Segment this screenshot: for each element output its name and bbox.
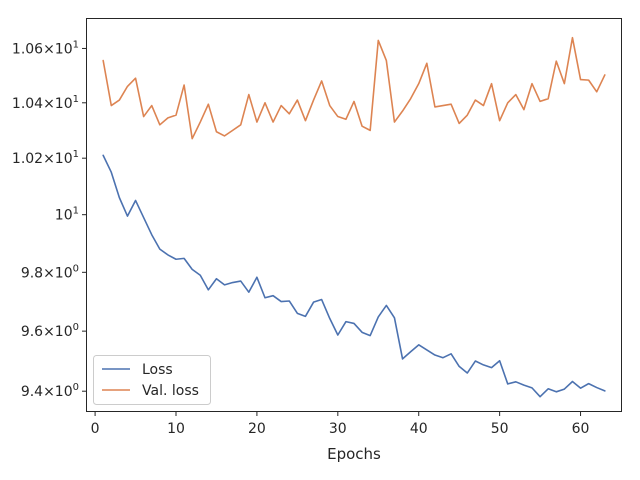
x-axis: 0 10 20 30 40 50 60 bbox=[91, 411, 590, 437]
y-tick-label: 101 bbox=[55, 206, 79, 224]
x-tick-label: 30 bbox=[329, 421, 347, 437]
x-tick-label: 10 bbox=[167, 421, 185, 437]
y-tick-label: 1.04×101 bbox=[12, 94, 79, 112]
legend: Loss Val. loss bbox=[93, 355, 211, 405]
y-tick-label: 9.6×100 bbox=[21, 322, 79, 340]
x-tick-label: 50 bbox=[491, 421, 509, 437]
y-axis: 9.4×100 9.6×100 9.8×100 101 1.02×101 1.04×101… bbox=[12, 39, 87, 400]
y-tick-label: 1.06×101 bbox=[12, 39, 79, 57]
x-tick-label: 0 bbox=[91, 421, 100, 437]
plot-frame bbox=[86, 18, 622, 412]
y-tick-label: 9.8×100 bbox=[21, 263, 79, 281]
y-tick-label: 1.02×101 bbox=[12, 149, 79, 167]
series-line-loss bbox=[102, 154, 606, 398]
y-tick-label: 9.4×100 bbox=[21, 382, 79, 400]
series-layer bbox=[102, 36, 606, 398]
legend-box bbox=[93, 355, 211, 405]
legend-label-loss: Loss bbox=[142, 362, 173, 378]
x-axis-label: Epochs bbox=[327, 445, 381, 463]
x-tick-label: 20 bbox=[248, 421, 266, 437]
legend-label-val-loss: Val. loss bbox=[142, 383, 199, 399]
series-line-val-loss bbox=[102, 36, 606, 140]
x-tick-label: 40 bbox=[410, 421, 428, 437]
x-tick-label: 60 bbox=[572, 421, 590, 437]
